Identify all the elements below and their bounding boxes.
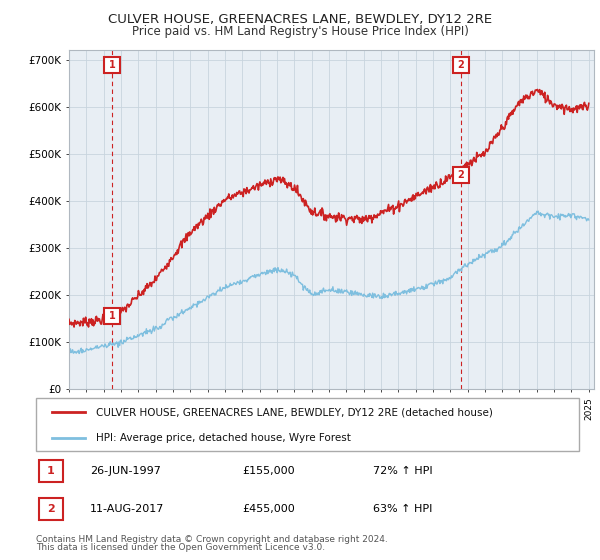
Text: HPI: Average price, detached house, Wyre Forest: HPI: Average price, detached house, Wyre… xyxy=(96,433,350,443)
Text: CULVER HOUSE, GREENACRES LANE, BEWDLEY, DY12 2RE (detached house): CULVER HOUSE, GREENACRES LANE, BEWDLEY, … xyxy=(96,408,493,418)
Text: 1: 1 xyxy=(109,311,116,321)
Text: This data is licensed under the Open Government Licence v3.0.: This data is licensed under the Open Gov… xyxy=(36,543,325,552)
Text: 2: 2 xyxy=(457,170,464,180)
FancyBboxPatch shape xyxy=(36,398,579,451)
Text: CULVER HOUSE, GREENACRES LANE, BEWDLEY, DY12 2RE: CULVER HOUSE, GREENACRES LANE, BEWDLEY, … xyxy=(108,13,492,26)
Text: 2: 2 xyxy=(457,59,464,69)
Text: 1: 1 xyxy=(47,466,55,476)
Text: 72% ↑ HPI: 72% ↑ HPI xyxy=(373,466,432,476)
FancyBboxPatch shape xyxy=(39,498,63,520)
Text: 26-JUN-1997: 26-JUN-1997 xyxy=(91,466,161,476)
Text: 63% ↑ HPI: 63% ↑ HPI xyxy=(373,504,432,514)
Text: Price paid vs. HM Land Registry's House Price Index (HPI): Price paid vs. HM Land Registry's House … xyxy=(131,25,469,38)
Text: £155,000: £155,000 xyxy=(242,466,295,476)
Text: 2: 2 xyxy=(47,504,55,514)
Text: 1: 1 xyxy=(109,59,116,69)
Text: 11-AUG-2017: 11-AUG-2017 xyxy=(91,504,164,514)
FancyBboxPatch shape xyxy=(39,460,63,482)
Text: Contains HM Land Registry data © Crown copyright and database right 2024.: Contains HM Land Registry data © Crown c… xyxy=(36,535,388,544)
Text: £455,000: £455,000 xyxy=(242,504,295,514)
